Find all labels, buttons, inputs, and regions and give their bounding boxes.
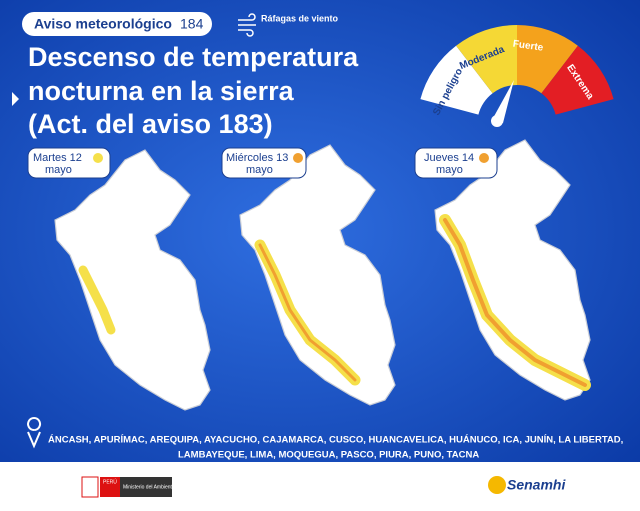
day-label: Martes 12 mayo: [27, 147, 111, 179]
country-box: [100, 477, 120, 497]
gauge: Sin peligro Moderada Fuerte Extrema: [420, 25, 614, 127]
badge: [22, 12, 212, 36]
day: Martes 12: [33, 152, 82, 164]
badge-text: Aviso meteorológico: [34, 16, 172, 32]
month: mayo: [246, 164, 273, 176]
badge-number: 184: [180, 16, 204, 32]
pin-icon: [27, 417, 42, 449]
ministry: Ministerio del Ambiente: [123, 484, 175, 490]
regions: ÁNCASH, APURÍMAC, AREQUIPA, AYACUCHO, CA…: [48, 435, 623, 446]
agency: Senamhi: [507, 477, 566, 493]
title-line: nocturna en la sierra: [28, 76, 295, 106]
regions: LAMBAYEQUE, LIMA, MOQUEGUA, PASCO, PIURA…: [178, 450, 479, 461]
wind-icon: [238, 13, 256, 37]
title-line: Descenso de temperatura: [28, 42, 359, 72]
month: mayo: [436, 164, 463, 176]
emblem: [81, 476, 99, 498]
ministry-box: [120, 477, 172, 497]
sun-logo: [488, 476, 506, 494]
day-label: Miércoles 13 mayo: [221, 147, 307, 179]
day-label: Jueves 14 mayo: [414, 147, 498, 179]
day: Miércoles 13: [226, 152, 288, 164]
day: Jueves 14: [424, 152, 474, 164]
needle-hub: [491, 115, 503, 127]
arrow: [12, 92, 19, 106]
map: [239, 144, 396, 406]
month: mayo: [45, 164, 72, 176]
title-line: (Act. del aviso 183): [28, 109, 273, 139]
map: [54, 149, 211, 411]
needle: [492, 80, 514, 123]
map: [434, 139, 591, 401]
gauge-label: Fuerte: [512, 39, 544, 54]
wind-legend: Ráfagas de viento: [261, 13, 339, 23]
country: PERÚ: [103, 478, 117, 485]
